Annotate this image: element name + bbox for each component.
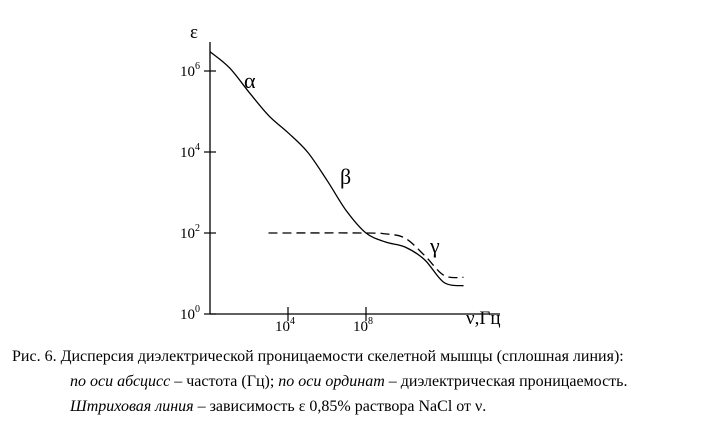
caption-y-axis-desc: – диэлектрическая проницаемость. xyxy=(384,373,628,390)
y-tick-label: 100 xyxy=(180,304,200,323)
y-tick-label: 104 xyxy=(180,142,200,161)
axes xyxy=(209,42,500,315)
annotation-gamma: γ xyxy=(429,233,440,258)
caption-y-axis-term: по оси ординат xyxy=(278,373,385,390)
annotation-beta: β xyxy=(340,164,351,189)
x-axis-label: ν,Гц xyxy=(466,308,501,329)
y-axis-label: ε xyxy=(190,22,198,43)
y-tick-label: 102 xyxy=(180,223,200,242)
caption-dashed-desc: – зависимость ε 0,85% раствора NaCl от ν… xyxy=(193,398,487,415)
muscle-solid-curve xyxy=(209,51,464,287)
figure-caption-line-2: по оси абсцисс – частота (Гц); по оси ор… xyxy=(70,369,717,394)
x-tick-label: 108 xyxy=(353,316,373,335)
nacl-dashed-curve xyxy=(268,232,464,279)
caption-x-axis-term: по оси абсцисс xyxy=(70,373,171,390)
figure-caption-line-3: Штриховая линия – зависимость ε 0,85% ра… xyxy=(70,394,717,419)
dielectric-dispersion-chart: 100 102 104 106 104 108 ε ν,Гц α β γ xyxy=(180,22,501,335)
x-tick-label: 104 xyxy=(275,316,295,335)
annotation-alpha: α xyxy=(244,68,256,93)
y-tick-label: 106 xyxy=(180,61,200,80)
caption-dashed-term: Штриховая линия xyxy=(70,398,194,415)
figure-caption-line-1: Рис. 6. Дисперсия диэлектрической прониц… xyxy=(12,348,624,365)
caption-x-axis-desc: – частота (Гц); xyxy=(170,373,279,390)
